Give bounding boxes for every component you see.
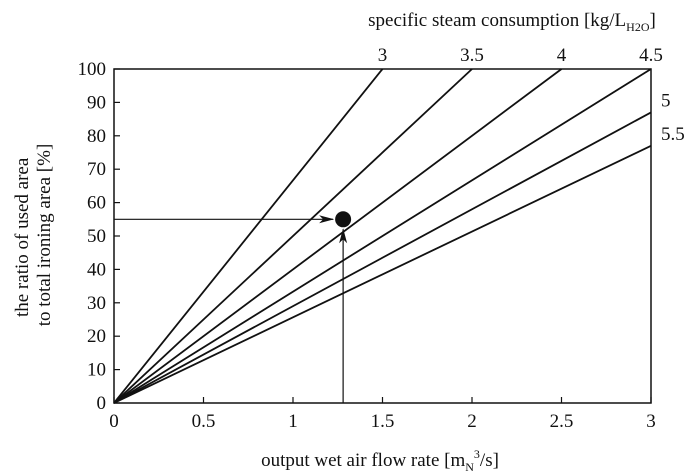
series-label-2: 4 <box>557 45 567 66</box>
top-axis-title: specific steam consumption [kg/LH2O] <box>368 10 656 34</box>
x-tick-label-3: 1.5 <box>371 411 395 432</box>
series-label-1: 3.5 <box>460 45 484 66</box>
reading-guides <box>114 211 352 403</box>
y-axis-title-line1: the ratio of used area <box>12 157 33 317</box>
horizontal-guide-arrowhead <box>319 215 335 224</box>
x-tick-label-4: 2 <box>467 411 477 432</box>
y-axis-title: the ratio of used area to total ironing … <box>12 144 55 327</box>
series-label-3: 4.5 <box>639 45 663 66</box>
series-line-0 <box>113 68 384 404</box>
series-labels: 3 3.5 4 4.5 5 5.5 <box>378 45 685 145</box>
y-tick-label-7: 70 <box>87 159 106 180</box>
x-axis-title: output wet air flow rate [mN3/s] <box>261 447 499 472</box>
series-label-5: 5.5 <box>661 124 685 145</box>
x-tick-label-0: 0 <box>109 411 119 432</box>
series-label-4: 5 <box>661 90 671 111</box>
series-line-5 <box>113 145 652 404</box>
y-tick-label-4: 40 <box>87 259 106 280</box>
operating-point-marker <box>335 211 352 228</box>
y-tick-label-5: 50 <box>87 226 106 247</box>
y-tick-label-8: 80 <box>87 126 106 147</box>
y-axis-title-line2: to total ironing area [%] <box>34 144 55 327</box>
series-lines <box>113 68 652 404</box>
vertical-guide-arrowhead <box>339 228 348 244</box>
y-tick-label-1: 10 <box>87 360 106 381</box>
x-tick-label-5: 2.5 <box>550 411 574 432</box>
x-tick-label-2: 1 <box>288 411 298 432</box>
x-tick-label-1: 0.5 <box>192 411 216 432</box>
series-line-2 <box>113 68 563 404</box>
y-tick-label-3: 30 <box>87 293 106 314</box>
y-tick-label-10: 100 <box>78 59 107 80</box>
x-tick-label-6: 3 <box>646 411 656 432</box>
x-axis-ticks: 0 0.5 1 1.5 2 2.5 3 <box>109 397 656 432</box>
series-label-0: 3 <box>378 45 388 66</box>
y-tick-label-9: 90 <box>87 92 106 113</box>
y-tick-label-0: 0 <box>97 393 107 414</box>
series-line-1 <box>113 68 473 404</box>
y-tick-label-2: 20 <box>87 326 106 347</box>
y-tick-label-6: 60 <box>87 193 106 214</box>
series-line-3 <box>113 68 652 404</box>
series-line-4 <box>113 111 652 404</box>
y-axis-ticks: 0 10 20 30 40 50 60 70 80 90 100 <box>78 59 120 414</box>
